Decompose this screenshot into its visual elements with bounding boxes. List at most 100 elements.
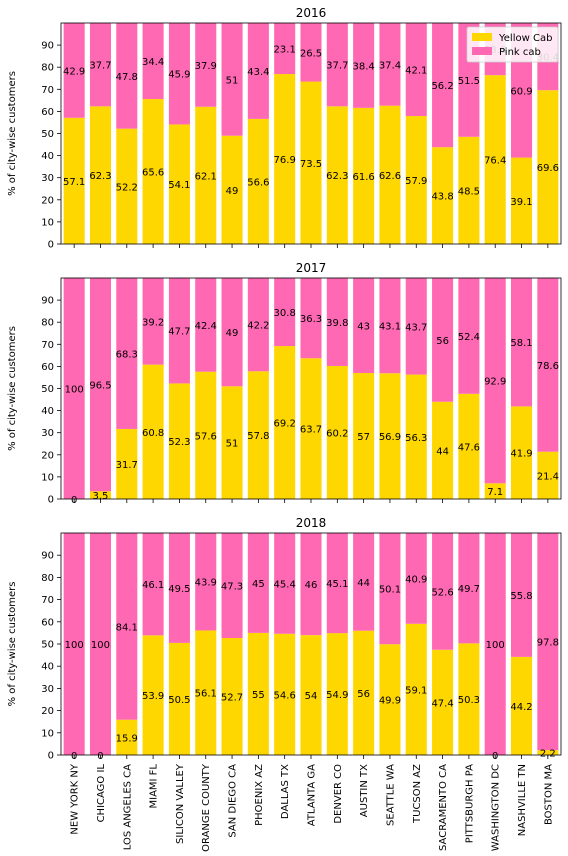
data-label-yellow-cab: 54.9 xyxy=(326,690,348,701)
data-label-yellow-cab: 56.9 xyxy=(379,432,401,443)
data-label-yellow-cab: 57.6 xyxy=(195,431,217,442)
data-label-yellow-cab: 60.8 xyxy=(142,428,164,439)
data-label-pink-cab: 42.9 xyxy=(63,66,85,77)
x-tick-label: ORANGE COUNTY xyxy=(201,763,212,852)
y-axis-label: % of city-wise customers xyxy=(7,326,18,451)
data-label-yellow-cab: 61.6 xyxy=(352,172,374,183)
data-label-yellow-cab: 39.1 xyxy=(510,197,532,208)
data-label-pink-cab: 38.4 xyxy=(352,61,374,72)
chart-title: 2018 xyxy=(296,516,327,530)
data-label-yellow-cab: 48.5 xyxy=(458,186,480,197)
data-label-yellow-cab: 21.4 xyxy=(537,471,559,482)
legend-swatch xyxy=(472,47,492,55)
data-label-yellow-cab: 62.1 xyxy=(195,171,217,182)
data-label-yellow-cab: 52.7 xyxy=(221,693,243,704)
data-label-yellow-cab: 63.7 xyxy=(300,425,322,436)
x-tick-label: NASHVILLE TN xyxy=(517,764,528,836)
data-label-yellow-cab: 15.9 xyxy=(116,733,138,744)
data-label-pink-cab: 43 xyxy=(357,322,370,333)
data-label-pink-cab: 30.8 xyxy=(274,308,296,319)
data-label-pink-cab: 49 xyxy=(226,328,239,339)
data-label-pink-cab: 52.4 xyxy=(458,332,480,343)
data-label-pink-cab: 52.6 xyxy=(431,587,453,598)
data-label-pink-cab: 36.3 xyxy=(300,314,322,325)
y-tick-label: 80 xyxy=(41,573,54,584)
x-tick-label: DENVER CO xyxy=(333,764,344,824)
x-tick-label: TUCSON AZ xyxy=(412,764,423,824)
data-label-yellow-cab: 47.4 xyxy=(431,698,453,709)
data-label-pink-cab: 56.2 xyxy=(431,81,453,92)
y-axis-label: % of city-wise customers xyxy=(7,71,18,196)
x-tick-label: CHICAGO IL xyxy=(96,764,107,823)
data-label-yellow-cab: 57.8 xyxy=(247,431,269,442)
data-label-pink-cab: 45.1 xyxy=(326,579,348,590)
data-label-yellow-cab: 59.1 xyxy=(405,685,427,696)
data-label-yellow-cab: 52.3 xyxy=(168,437,190,448)
chart-title: 2016 xyxy=(296,6,327,20)
data-label-yellow-cab: 50.5 xyxy=(168,695,190,706)
legend-swatch xyxy=(472,33,492,41)
data-label-pink-cab: 84.1 xyxy=(116,622,138,633)
x-tick-label: SEATTLE WA xyxy=(385,764,396,826)
x-tick-label: DALLAS TX xyxy=(280,764,291,819)
y-tick-label: 80 xyxy=(41,318,54,329)
y-tick-label: 60 xyxy=(41,617,54,628)
data-label-yellow-cab: 31.7 xyxy=(116,460,138,471)
data-label-pink-cab: 51.5 xyxy=(458,76,480,87)
y-tick-label: 60 xyxy=(41,362,54,373)
y-tick-label: 40 xyxy=(41,151,54,162)
data-label-yellow-cab: 56 xyxy=(357,689,370,700)
data-label-pink-cab: 37.7 xyxy=(326,61,348,72)
y-tick-label: 10 xyxy=(41,217,54,228)
data-label-yellow-cab: 44 xyxy=(436,446,449,457)
x-tick-label: MIAMI FL xyxy=(149,764,160,809)
data-label-pink-cab: 55.8 xyxy=(510,591,532,602)
x-tick-label: PHOENIX AZ xyxy=(254,764,265,826)
data-label-pink-cab: 44 xyxy=(357,578,370,589)
data-label-pink-cab: 49.5 xyxy=(168,584,190,595)
data-label-pink-cab: 43.1 xyxy=(379,322,401,333)
data-label-pink-cab: 47.7 xyxy=(168,327,190,338)
data-label-yellow-cab: 54 xyxy=(305,691,318,702)
y-tick-label: 50 xyxy=(41,384,54,395)
x-tick-label: SAN DIEGO CA xyxy=(228,764,239,838)
y-tick-label: 50 xyxy=(41,129,54,140)
y-tick-label: 70 xyxy=(41,595,54,606)
data-label-pink-cab: 43.7 xyxy=(405,322,427,333)
data-label-pink-cab: 58.1 xyxy=(510,338,532,349)
data-label-yellow-cab: 73.5 xyxy=(300,159,322,170)
legend-label: Yellow Cab xyxy=(498,33,552,44)
y-axis-label: % of city-wise customers xyxy=(7,582,18,707)
data-label-yellow-cab: 7.1 xyxy=(487,487,503,498)
y-tick-label: 20 xyxy=(41,195,54,206)
data-label-yellow-cab: 69.2 xyxy=(274,419,296,430)
data-label-pink-cab: 100 xyxy=(486,640,505,651)
y-tick-label: 40 xyxy=(41,406,54,417)
y-tick-label: 0 xyxy=(48,495,54,506)
data-label-pink-cab: 40.9 xyxy=(405,574,427,585)
data-label-pink-cab: 97.8 xyxy=(537,638,559,649)
data-label-yellow-cab: 52.2 xyxy=(116,182,138,193)
x-tick-label: BOSTON MA xyxy=(543,764,554,825)
data-label-pink-cab: 68.3 xyxy=(116,349,138,360)
data-label-pink-cab: 45.4 xyxy=(274,579,296,590)
data-label-pink-cab: 46.1 xyxy=(142,580,164,591)
data-label-pink-cab: 47.3 xyxy=(221,582,243,593)
y-tick-label: 10 xyxy=(41,728,54,739)
y-tick-label: 90 xyxy=(41,551,54,562)
legend: Yellow CabPink cab xyxy=(467,27,558,62)
x-tick-label: WASHINGTON DC xyxy=(491,764,502,851)
x-tick-label: AUSTIN TX xyxy=(359,764,370,817)
y-tick-label: 50 xyxy=(41,640,54,651)
y-tick-label: 0 xyxy=(48,751,54,762)
y-tick-label: 0 xyxy=(48,240,54,251)
data-label-yellow-cab: 44.2 xyxy=(510,702,532,713)
data-label-yellow-cab: 76.9 xyxy=(274,155,296,166)
data-label-yellow-cab: 57.1 xyxy=(63,177,85,188)
data-label-yellow-cab: 65.6 xyxy=(142,168,164,179)
data-label-yellow-cab: 43.8 xyxy=(431,192,453,203)
y-tick-label: 90 xyxy=(41,296,54,307)
y-tick-label: 20 xyxy=(41,450,54,461)
y-tick-label: 70 xyxy=(41,340,54,351)
